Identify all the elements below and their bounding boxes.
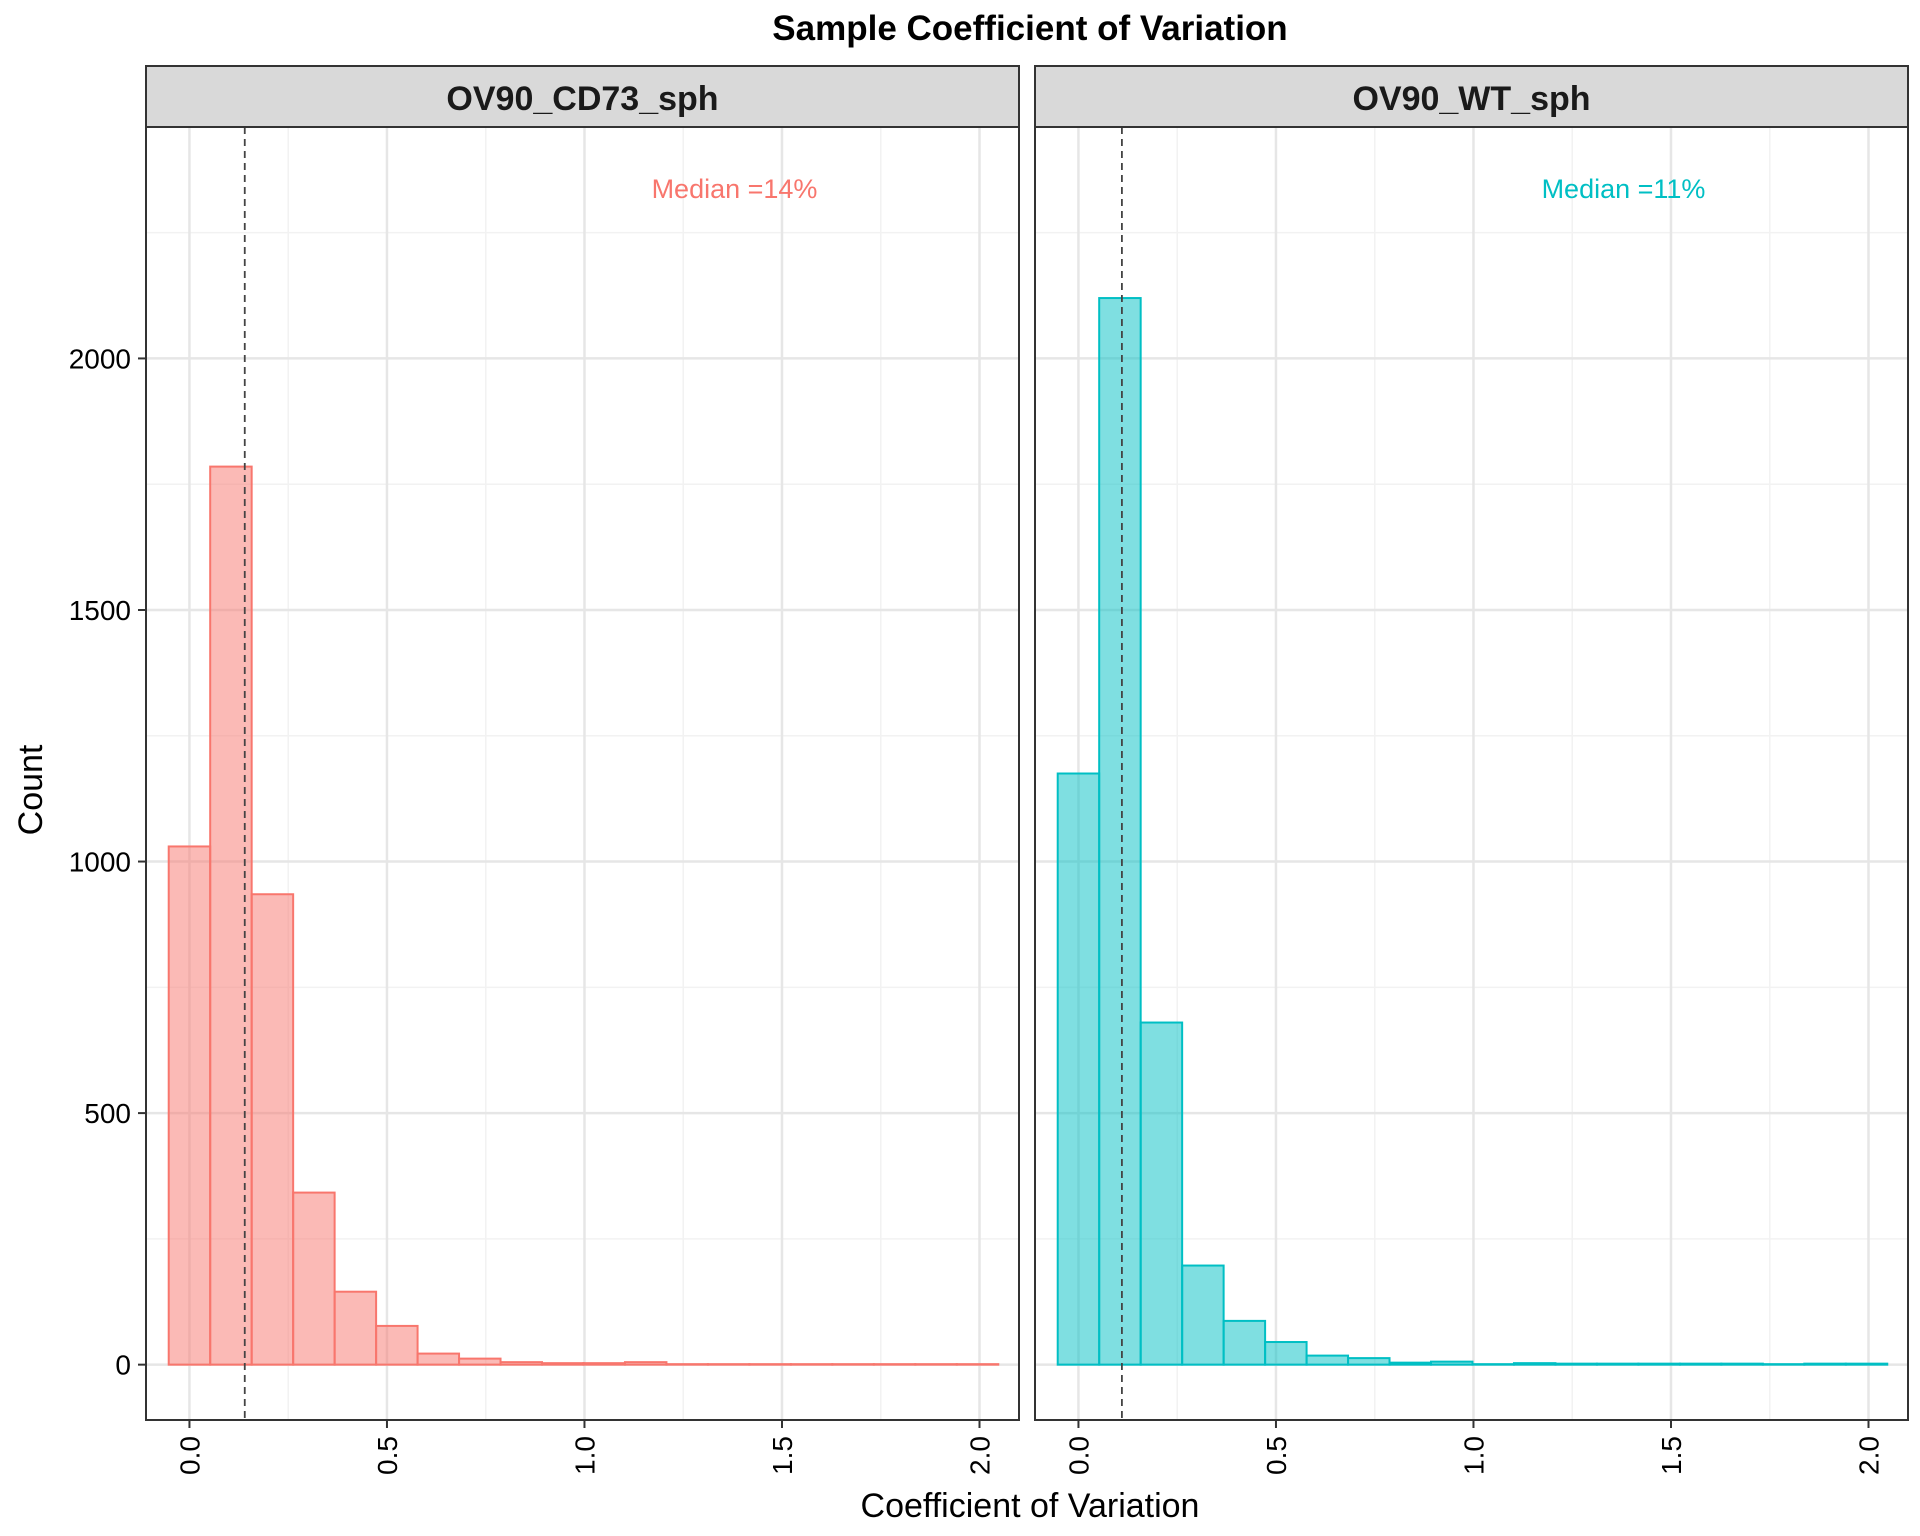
facet-strip [1034, 65, 1909, 128]
histogram-bar [1181, 1264, 1225, 1366]
histogram-bar [458, 1357, 502, 1366]
facet-strip [145, 65, 1020, 128]
histogram-bar [872, 1363, 917, 1366]
y-axis-label: Count [12, 744, 50, 835]
histogram-bar [499, 1361, 544, 1366]
histogram-bar [1761, 1363, 1806, 1366]
histogram-bar [914, 1363, 958, 1366]
histogram-bar [1512, 1362, 1557, 1366]
histogram-bar [582, 1362, 626, 1366]
histogram-bar [1222, 1319, 1267, 1366]
y-tick-label: 1000 [69, 847, 131, 878]
histogram-bar [333, 1290, 378, 1366]
y-tick-label: 500 [84, 1098, 131, 1129]
median-label: Median =14% [652, 174, 818, 204]
histogram-bar [416, 1352, 461, 1366]
histogram-bar [1264, 1341, 1308, 1366]
x-tick-label: 0.5 [372, 1436, 403, 1475]
histogram-bar [1595, 1362, 1640, 1366]
histogram-bar [706, 1363, 751, 1366]
histogram-bar [1554, 1362, 1598, 1366]
y-tick-label: 1500 [69, 595, 131, 626]
histogram-bar [1388, 1361, 1433, 1366]
x-tick-label: 0.0 [174, 1436, 205, 1475]
median-label: Median =11% [1542, 174, 1706, 204]
x-tick-label: 1.0 [1458, 1436, 1489, 1475]
histogram-bar [1678, 1362, 1723, 1366]
histogram-bar [1139, 1021, 1184, 1366]
histogram-bar [292, 1191, 336, 1366]
histogram-bar [831, 1363, 875, 1366]
histogram-bar [1347, 1357, 1391, 1366]
histogram-bar [375, 1324, 419, 1366]
facet-strip-label: OV90_WT_sph [1352, 80, 1590, 118]
x-tick-label: 1.5 [767, 1436, 798, 1475]
x-tick-label: 1.5 [1656, 1436, 1687, 1475]
histogram-bar [1471, 1363, 1515, 1366]
chart-title: Sample Coefficient of Variation [772, 9, 1287, 48]
y-tick-label: 0 [115, 1350, 131, 1381]
facet-strip-label: OV90_CD73_sph [446, 80, 718, 118]
x-tick-label: 2.0 [964, 1436, 995, 1475]
histogram-bar [665, 1363, 709, 1366]
facet-panel-0: Median =14% OV90_CD73_sph 0.0 0.5 1.0 1.5 2.0 [145, 65, 1020, 1475]
histogram-bar [789, 1363, 834, 1366]
histogram-bar [541, 1362, 585, 1366]
histogram-bar [748, 1363, 792, 1366]
x-tick-label: 0.5 [1261, 1436, 1292, 1475]
y-tick-label: 2000 [69, 343, 131, 374]
histogram-bar [1844, 1362, 1889, 1366]
histogram-bar [955, 1363, 1000, 1366]
y-axis: 0 500 1000 1500 2000 [69, 343, 146, 1381]
x-tick-label: 2.0 [1853, 1436, 1884, 1475]
histogram-bar [1430, 1360, 1474, 1366]
histogram-bar [1720, 1362, 1764, 1366]
histogram-bar [1637, 1362, 1681, 1366]
x-tick-label: 1.0 [569, 1436, 600, 1475]
histogram-bar [1056, 772, 1101, 1366]
x-axis-label: Coefficient of Variation [861, 1487, 1200, 1525]
facet-panels: 0 500 1000 1500 2000 Median =14% OV90_CD73_sph… [69, 65, 1909, 1475]
histogram-bar [167, 845, 212, 1366]
facet-panel-1: Median =11% OV90_WT_sph 0.0 0.5 1.0 1.5 2.0 [1034, 65, 1909, 1475]
histogram-bar [1305, 1354, 1350, 1366]
histogram-bar [1098, 297, 1142, 1366]
x-tick-label: 0.0 [1063, 1436, 1094, 1475]
histogram-bar [1803, 1362, 1847, 1366]
histogram-bar [250, 893, 295, 1366]
histogram-bar [623, 1361, 668, 1366]
